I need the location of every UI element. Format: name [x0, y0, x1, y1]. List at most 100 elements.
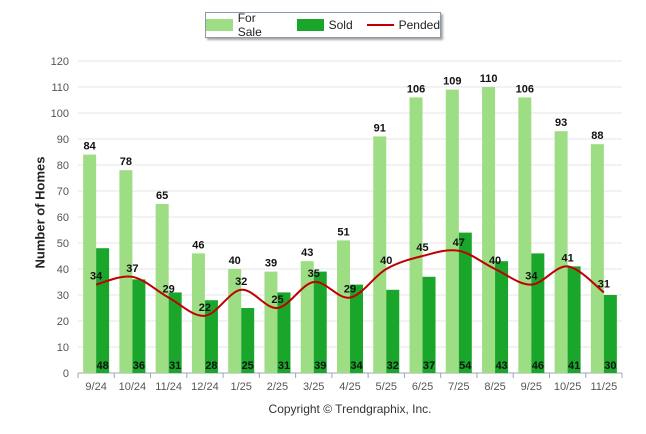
- y-tick-label: 120: [51, 56, 69, 68]
- data-label-for-sale: 78: [120, 156, 132, 168]
- data-label-sold: 41: [568, 360, 580, 372]
- data-label-sold: 43: [495, 360, 507, 372]
- data-label-sold: 28: [205, 360, 217, 372]
- data-label-for-sale: 39: [265, 258, 277, 270]
- data-label-for-sale: 88: [591, 130, 603, 142]
- y-tick-label: 20: [57, 316, 69, 328]
- data-label-sold: 31: [278, 360, 290, 372]
- bar-for-sale: [83, 154, 97, 373]
- y-tick-label: 30: [57, 290, 69, 302]
- legend-swatch-for-sale: [206, 19, 233, 31]
- bar-for-sale: [590, 144, 604, 373]
- data-label-for-sale: 65: [156, 190, 168, 202]
- data-label-pended: 29: [163, 284, 175, 296]
- bar-sold: [204, 300, 218, 373]
- data-label-sold: 31: [169, 360, 181, 372]
- data-label-pended: 40: [380, 255, 392, 267]
- data-label-pended: 41: [561, 252, 573, 264]
- x-tick-label: 7/25: [448, 381, 469, 393]
- y-tick-label: 100: [51, 108, 69, 120]
- chart-legend: For Sale Sold Pended: [205, 11, 441, 39]
- legend-label-for-sale: For Sale: [237, 11, 262, 39]
- x-tick-label: 9/25: [521, 381, 542, 393]
- data-label-pended: 40: [489, 255, 501, 267]
- legend-swatch-pended: [366, 24, 394, 26]
- bar-for-sale: [155, 204, 169, 373]
- legend-label-sold: Sold: [328, 18, 353, 32]
- data-label-sold: 36: [133, 360, 145, 372]
- bar-for-sale: [119, 170, 133, 373]
- copyright-text: Copyright © Trendgraphix, Inc.: [268, 402, 432, 416]
- bar-sold: [458, 232, 472, 373]
- data-label-sold: 34: [350, 360, 363, 372]
- data-label-for-sale: 40: [229, 255, 241, 267]
- data-label-pended: 34: [90, 271, 103, 283]
- data-label-for-sale: 93: [555, 117, 567, 129]
- x-tick-label: 6/25: [412, 381, 433, 393]
- x-tick-label: 11/24: [155, 381, 182, 393]
- bar-sold: [96, 248, 110, 373]
- bar-for-sale: [518, 97, 532, 374]
- y-tick-label: 60: [57, 212, 69, 224]
- x-tick-label: 8/25: [484, 381, 505, 393]
- data-label-for-sale: 46: [192, 239, 204, 251]
- bar-sold: [277, 292, 291, 373]
- data-label-pended: 22: [199, 302, 211, 314]
- data-label-sold: 54: [459, 360, 472, 372]
- data-label-for-sale: 51: [337, 226, 349, 238]
- data-label-pended: 32: [235, 276, 247, 288]
- data-label-for-sale: 110: [480, 73, 498, 85]
- y-tick-label: 40: [57, 264, 69, 276]
- x-tick-label: 10/25: [554, 381, 582, 393]
- data-label-for-sale: 43: [301, 247, 313, 259]
- bar-for-sale: [373, 136, 387, 373]
- x-tick-label: 2/25: [267, 381, 288, 393]
- y-tick-label: 80: [57, 160, 69, 172]
- x-tick-label: 12/24: [191, 381, 219, 393]
- data-label-pended: 35: [308, 268, 320, 280]
- y-tick-label: 90: [57, 134, 69, 146]
- data-label-sold: 46: [532, 360, 544, 372]
- bar-for-sale: [300, 261, 314, 373]
- data-label-pended: 37: [126, 263, 138, 275]
- data-label-sold: 37: [423, 360, 435, 372]
- y-tick-label: 110: [51, 82, 69, 94]
- x-tick-label: 3/25: [303, 381, 324, 393]
- data-label-pended: 31: [598, 278, 610, 290]
- legend-label-pended: Pended: [398, 18, 440, 32]
- y-axis-title: Number of Homes: [32, 156, 48, 269]
- data-label-pended: 25: [271, 294, 283, 306]
- bar-sold: [422, 276, 436, 373]
- bar-for-sale: [264, 271, 278, 373]
- data-label-for-sale: 109: [443, 76, 461, 88]
- y-tick-label: 70: [57, 186, 69, 198]
- bar-for-sale: [482, 87, 496, 373]
- x-tick-label: 5/25: [376, 381, 397, 393]
- bar-for-sale: [409, 97, 423, 374]
- data-label-for-sale: 84: [84, 141, 97, 153]
- bar-sold: [132, 279, 146, 373]
- x-tick-label: 1/25: [230, 381, 251, 393]
- bar-sold: [603, 295, 617, 373]
- bar-sold: [350, 284, 363, 373]
- data-label-sold: 48: [97, 360, 109, 372]
- legend-item-for-sale[interactable]: For Sale: [206, 11, 283, 39]
- data-label-for-sale: 91: [374, 122, 386, 134]
- data-label-pended: 34: [525, 271, 538, 283]
- bar-sold: [313, 271, 327, 373]
- y-tick-label: 10: [57, 342, 69, 354]
- bar-sold: [168, 292, 182, 373]
- data-label-for-sale: 106: [407, 83, 425, 95]
- x-tick-label: 9/24: [85, 381, 106, 393]
- legend-item-sold[interactable]: Sold: [296, 18, 353, 32]
- bar-sold: [386, 289, 400, 373]
- bar-for-sale: [191, 253, 205, 373]
- legend-item-pended[interactable]: Pended: [366, 18, 440, 32]
- data-label-sold: 25: [242, 360, 254, 372]
- data-label-sold: 32: [387, 360, 399, 372]
- y-tick-label: 50: [57, 238, 69, 250]
- bar-for-sale: [445, 89, 459, 373]
- data-label-pended: 47: [453, 237, 465, 249]
- legend-swatch-sold: [296, 19, 324, 31]
